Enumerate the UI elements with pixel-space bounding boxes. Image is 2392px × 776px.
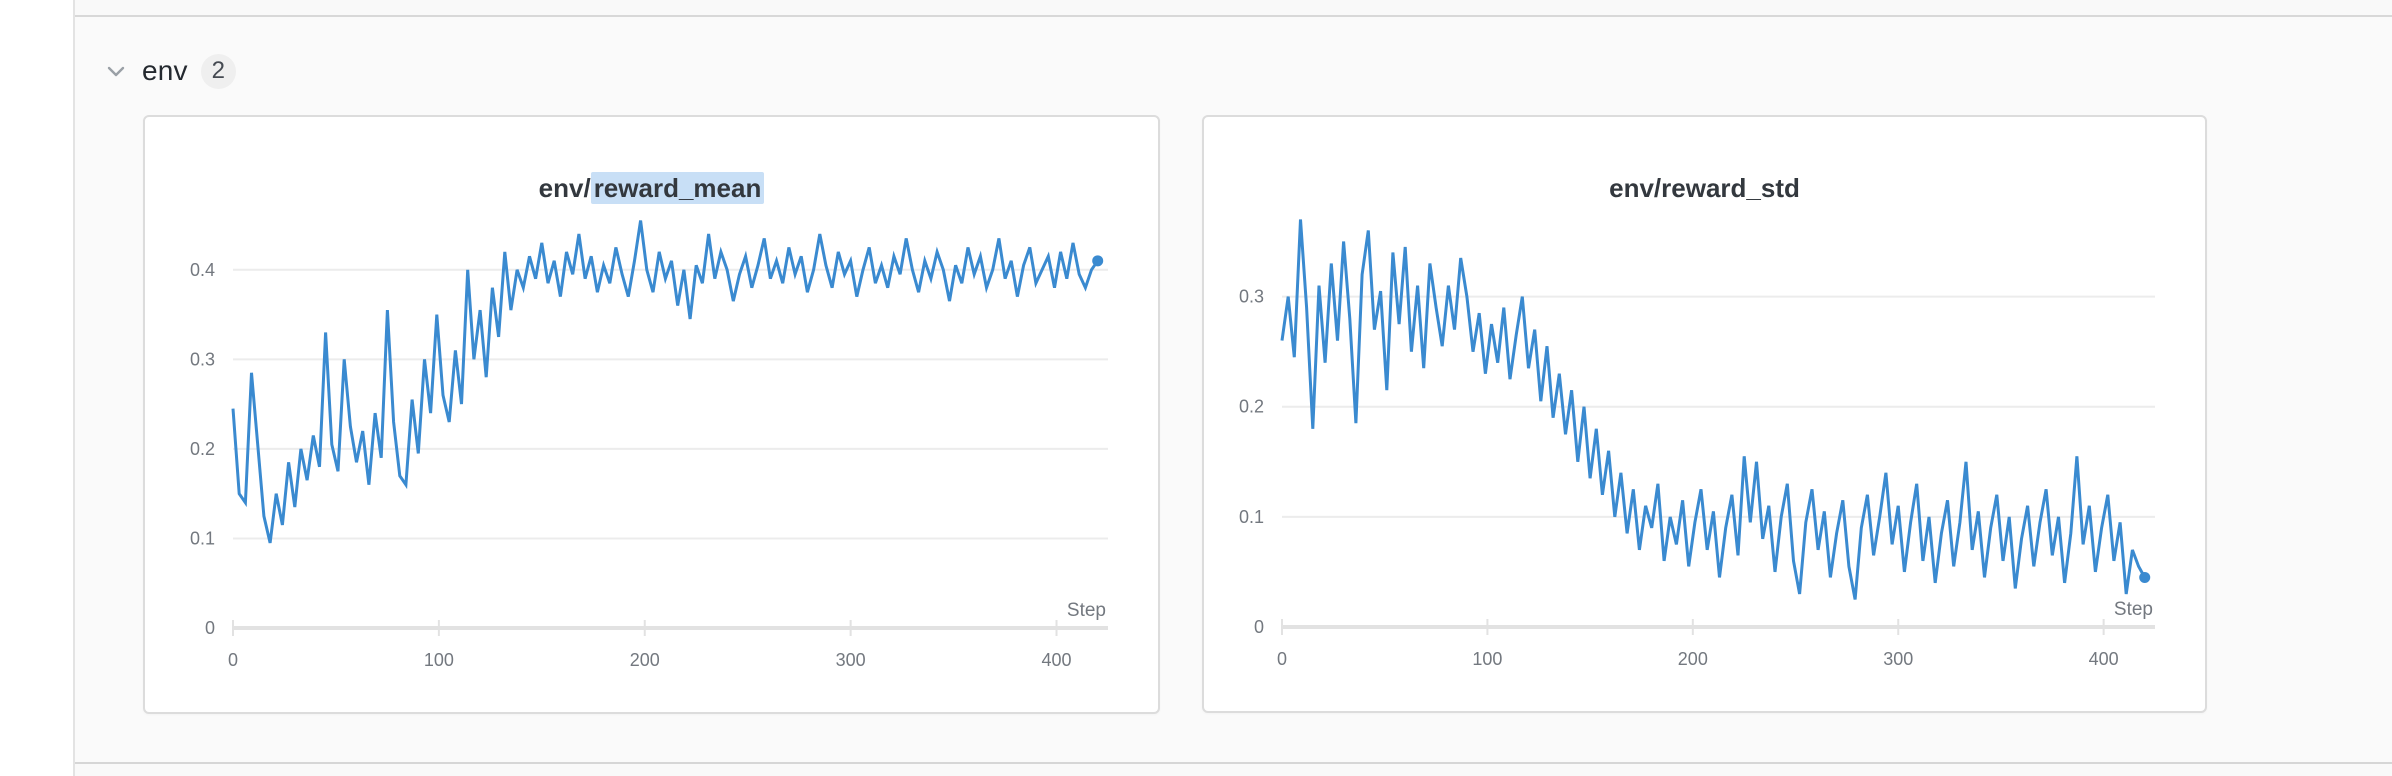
last-point-marker: [1092, 255, 1104, 267]
title-text: env/reward_std: [1609, 173, 1800, 203]
x-tick-label: 0: [1277, 649, 1287, 669]
title-text: env/: [538, 173, 591, 203]
y-tick-label: 0.2: [1239, 397, 1264, 417]
y-tick-label: 0.1: [190, 528, 215, 548]
y-tick-label: 0: [1254, 617, 1264, 637]
x-tick-label: 200: [1678, 649, 1708, 669]
x-tick-label: 300: [836, 650, 866, 670]
y-tick-label: 0.3: [1239, 287, 1264, 307]
series-line: [231, 220, 1099, 544]
chart-title-reward-std: env/reward_std: [1204, 173, 2205, 204]
line-chart-reward-std[interactable]: 0 100 200 300 400 0 0.1 0.2 0.3 Step: [1204, 117, 2205, 711]
x-tick-label: 100: [1472, 649, 1502, 669]
left-gutter: [0, 0, 75, 776]
x-axis-title: Step: [2114, 599, 2153, 620]
y-tick-label: 0.3: [190, 349, 215, 369]
y-tick-label: 0.1: [1239, 507, 1264, 527]
chart-title-reward-mean: env/reward_mean: [145, 172, 1158, 204]
next-section-divider: [75, 762, 2392, 776]
title-search-highlight: reward_mean: [590, 172, 765, 204]
x-tick-label: 0: [228, 650, 238, 670]
x-tick-label: 200: [630, 650, 660, 670]
x-tick-label: 300: [1883, 649, 1913, 669]
chart-panel-reward-mean[interactable]: env/reward_mean 0 100 200 300 400 0 0.1 0.2 0.3 0…: [143, 115, 1160, 714]
section-title: env: [142, 55, 188, 86]
panel-count-badge: 2: [200, 53, 236, 89]
series-line: [1280, 219, 2147, 600]
section-header-env[interactable]: env 2: [103, 52, 236, 90]
workspace-section-area: env 2 env/reward_mean 0 100 200 300 400 0 0.1 0…: [75, 0, 2392, 776]
x-tick-label: 100: [424, 650, 454, 670]
line-chart-reward-mean[interactable]: 0 100 200 300 400 0 0.1 0.2 0.3 0.4 Step: [145, 117, 1158, 712]
chevron-down-icon[interactable]: [103, 58, 129, 84]
y-tick-label: 0.2: [190, 439, 215, 459]
x-axis-title: Step: [1067, 600, 1106, 621]
y-tick-label: 0.4: [190, 260, 215, 280]
x-tick-label: 400: [2089, 649, 2119, 669]
x-tick-label: 400: [1042, 650, 1072, 670]
last-point-marker: [2139, 571, 2151, 583]
previous-section-divider: [75, 0, 2392, 17]
y-tick-label: 0: [205, 618, 215, 638]
chart-panel-reward-std[interactable]: env/reward_std 0 100 200 300 400 0 0.1 0.2 0.3 St…: [1202, 115, 2207, 713]
